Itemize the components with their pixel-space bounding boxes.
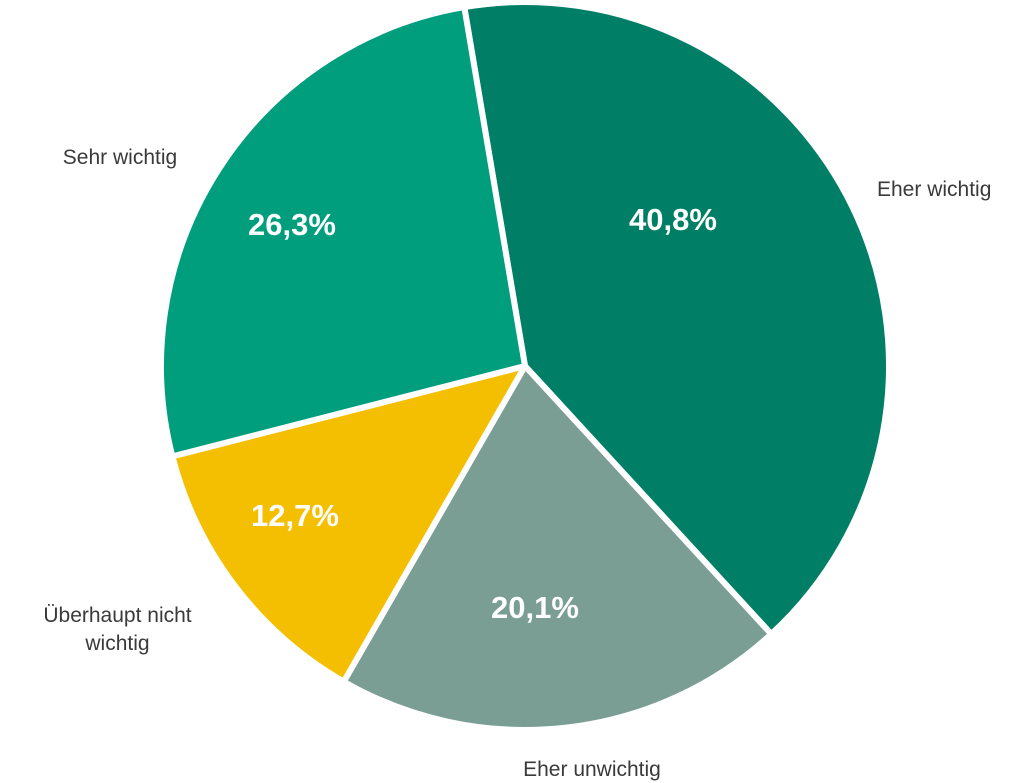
slice-label: Eher unwichtig [523,758,661,781]
value-label: 40,8% [629,202,717,237]
slice-label: Überhaupt nicht wichtig [43,604,192,655]
value-label: 12,7% [251,498,339,533]
pie-slice [461,0,892,638]
pie-slice [169,363,528,685]
value-label: 20,1% [491,590,579,625]
value-label: 26,3% [248,207,336,242]
pie-slice [340,363,775,733]
pie-slice [158,4,528,460]
slice-label: Eher wichtig [877,178,992,201]
slice-label: Sehr wichtig [62,146,178,169]
